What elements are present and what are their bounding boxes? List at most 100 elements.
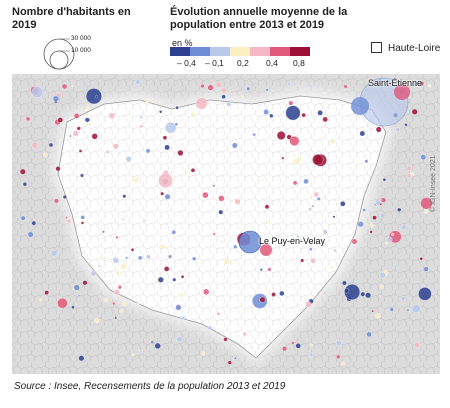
commune-bubble — [364, 159, 369, 164]
commune-bubble — [259, 268, 263, 272]
commune-bubble — [342, 280, 347, 286]
commune-bubble — [218, 209, 224, 215]
commune-bubble — [333, 248, 337, 253]
commune-bubble — [288, 100, 294, 106]
commune-bubble — [78, 355, 85, 362]
commune-bubble — [427, 84, 432, 88]
commune-bubble — [330, 265, 334, 269]
commune-bubble — [48, 142, 54, 148]
commune-bubble — [120, 263, 127, 270]
commune-bubble — [150, 340, 155, 344]
commune-bubble — [154, 342, 161, 349]
commune-bubble — [418, 287, 432, 301]
commune-bubble — [133, 177, 139, 183]
commune-bubble — [366, 331, 372, 338]
commune-bubble — [164, 193, 171, 200]
commune-bubble — [27, 231, 34, 238]
commune-bubble — [119, 308, 124, 313]
commune-bubble — [234, 356, 237, 360]
evolution-unit: en % — [172, 38, 193, 48]
commune-bubble — [406, 308, 410, 312]
commune-bubble — [122, 301, 127, 307]
commune-bubble — [73, 113, 80, 119]
commune-bubble — [20, 215, 26, 221]
commune-bubble — [80, 215, 85, 220]
commune-bubble — [285, 105, 301, 121]
commune-bubble — [181, 315, 186, 320]
commune-bubble — [44, 290, 49, 295]
commune-bubble — [139, 124, 143, 129]
evolution-legend-title: Évolution annuelle moyenne de la populat… — [170, 6, 348, 31]
scale-class-swatch — [210, 47, 230, 56]
commune-bubble — [372, 215, 377, 220]
commune-bubble — [371, 309, 374, 313]
commune-bubble — [162, 135, 168, 140]
commune-bubble — [223, 337, 228, 342]
city-label-le-puy: Le Puy-en-Velay — [259, 236, 326, 246]
commune-bubble — [39, 298, 43, 302]
size-label-10000: 10 000 — [71, 47, 91, 54]
commune-bubble — [102, 230, 105, 234]
commune-bubble — [303, 178, 309, 185]
commune-bubble — [108, 112, 116, 119]
commune-bubble — [117, 285, 122, 290]
commune-bubble — [316, 197, 321, 201]
commune-bubble — [136, 302, 140, 306]
commune-bubble — [115, 270, 121, 276]
population-legend-title: Nombre d'habitants en 2019 — [12, 6, 131, 31]
commune-bubble — [263, 109, 269, 115]
commune-bubble — [145, 148, 151, 154]
commune-bubble — [310, 258, 316, 264]
commune-bubble — [375, 313, 381, 319]
commune-bubble — [313, 191, 319, 198]
commune-bubble — [362, 208, 366, 212]
commune-bubble — [175, 304, 182, 311]
commune-bubble — [419, 257, 423, 261]
commune-bubble — [22, 182, 27, 187]
tick-label: – 0,4 — [177, 58, 196, 68]
commune-bubble — [57, 298, 68, 309]
commune-bubble — [360, 291, 366, 297]
commune-bubble — [66, 218, 72, 224]
commune-bubble — [390, 232, 395, 237]
commune-bubble — [164, 266, 170, 272]
commune-bubble — [160, 191, 165, 196]
commune-bubble — [287, 82, 291, 86]
commune-bubble — [382, 178, 387, 182]
commune-bubble — [309, 353, 314, 357]
commune-bubble — [112, 257, 119, 264]
commune-bubble — [301, 112, 306, 118]
commune-bubble — [365, 292, 372, 299]
commune-bubble — [418, 81, 424, 86]
commune-bubble — [282, 346, 287, 352]
commune-bubble — [322, 116, 328, 123]
commune-bubble — [62, 209, 66, 213]
commune-bubble — [279, 290, 285, 296]
commune-bubble — [423, 209, 429, 214]
commune-bubble — [223, 258, 230, 265]
scale-class-swatch — [230, 47, 250, 56]
commune-bubble — [234, 198, 241, 205]
commune-bubble — [207, 84, 214, 91]
commune-bubble — [230, 90, 234, 94]
boundary-legend: Haute-Loire — [371, 42, 440, 54]
commune-bubble — [69, 134, 72, 138]
city-label-saint-etienne: Saint-Étienne — [368, 78, 423, 88]
commune-bubble — [380, 213, 386, 219]
commune-bubble — [340, 201, 346, 207]
choropleth-map — [12, 74, 440, 374]
commune-bubble — [122, 194, 127, 199]
commune-bubble — [139, 115, 144, 119]
commune-bubble — [190, 168, 196, 173]
commune-bubble — [115, 235, 119, 239]
scale-class-swatch — [170, 47, 190, 56]
commune-bubble — [201, 351, 206, 356]
commune-bubble — [50, 250, 58, 257]
commune-bubble — [259, 296, 266, 303]
commune-bubble — [135, 79, 141, 85]
commune-bubble — [218, 195, 225, 202]
commune-bubble — [329, 138, 335, 144]
commune-bubble — [172, 277, 177, 282]
commune-bubble — [380, 197, 387, 203]
commune-bubble — [271, 292, 276, 297]
